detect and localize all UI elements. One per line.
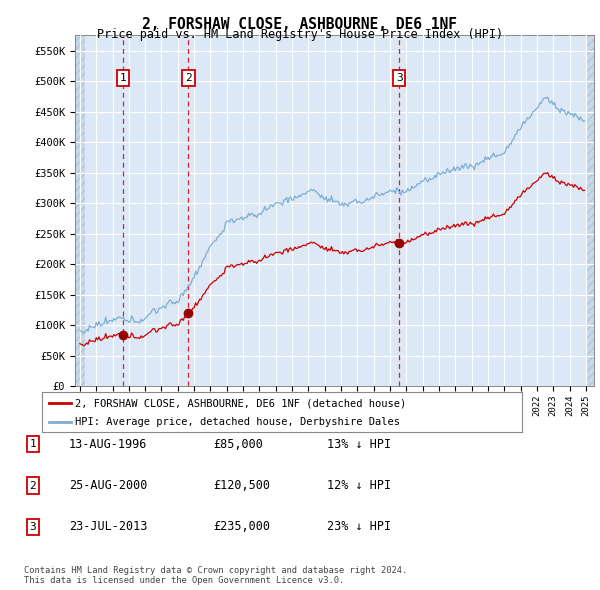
Text: 23% ↓ HPI: 23% ↓ HPI bbox=[327, 520, 391, 533]
Text: 3: 3 bbox=[396, 73, 403, 83]
Text: £120,500: £120,500 bbox=[213, 479, 270, 492]
Text: £85,000: £85,000 bbox=[213, 438, 263, 451]
Text: 2, FORSHAW CLOSE, ASHBOURNE, DE6 1NF (detached house): 2, FORSHAW CLOSE, ASHBOURNE, DE6 1NF (de… bbox=[74, 398, 406, 408]
Text: Price paid vs. HM Land Registry's House Price Index (HPI): Price paid vs. HM Land Registry's House … bbox=[97, 28, 503, 41]
Text: 1: 1 bbox=[29, 440, 37, 449]
Text: 23-JUL-2013: 23-JUL-2013 bbox=[69, 520, 148, 533]
Text: 13-AUG-1996: 13-AUG-1996 bbox=[69, 438, 148, 451]
Text: Contains HM Land Registry data © Crown copyright and database right 2024.
This d: Contains HM Land Registry data © Crown c… bbox=[24, 566, 407, 585]
Text: £235,000: £235,000 bbox=[213, 520, 270, 533]
Text: 12% ↓ HPI: 12% ↓ HPI bbox=[327, 479, 391, 492]
Text: 2: 2 bbox=[185, 73, 192, 83]
Text: 2, FORSHAW CLOSE, ASHBOURNE, DE6 1NF: 2, FORSHAW CLOSE, ASHBOURNE, DE6 1NF bbox=[143, 17, 458, 31]
Text: 3: 3 bbox=[29, 522, 37, 532]
Text: 13% ↓ HPI: 13% ↓ HPI bbox=[327, 438, 391, 451]
Text: 1: 1 bbox=[119, 73, 126, 83]
Text: HPI: Average price, detached house, Derbyshire Dales: HPI: Average price, detached house, Derb… bbox=[74, 417, 400, 427]
Text: 25-AUG-2000: 25-AUG-2000 bbox=[69, 479, 148, 492]
Text: 2: 2 bbox=[29, 481, 37, 490]
